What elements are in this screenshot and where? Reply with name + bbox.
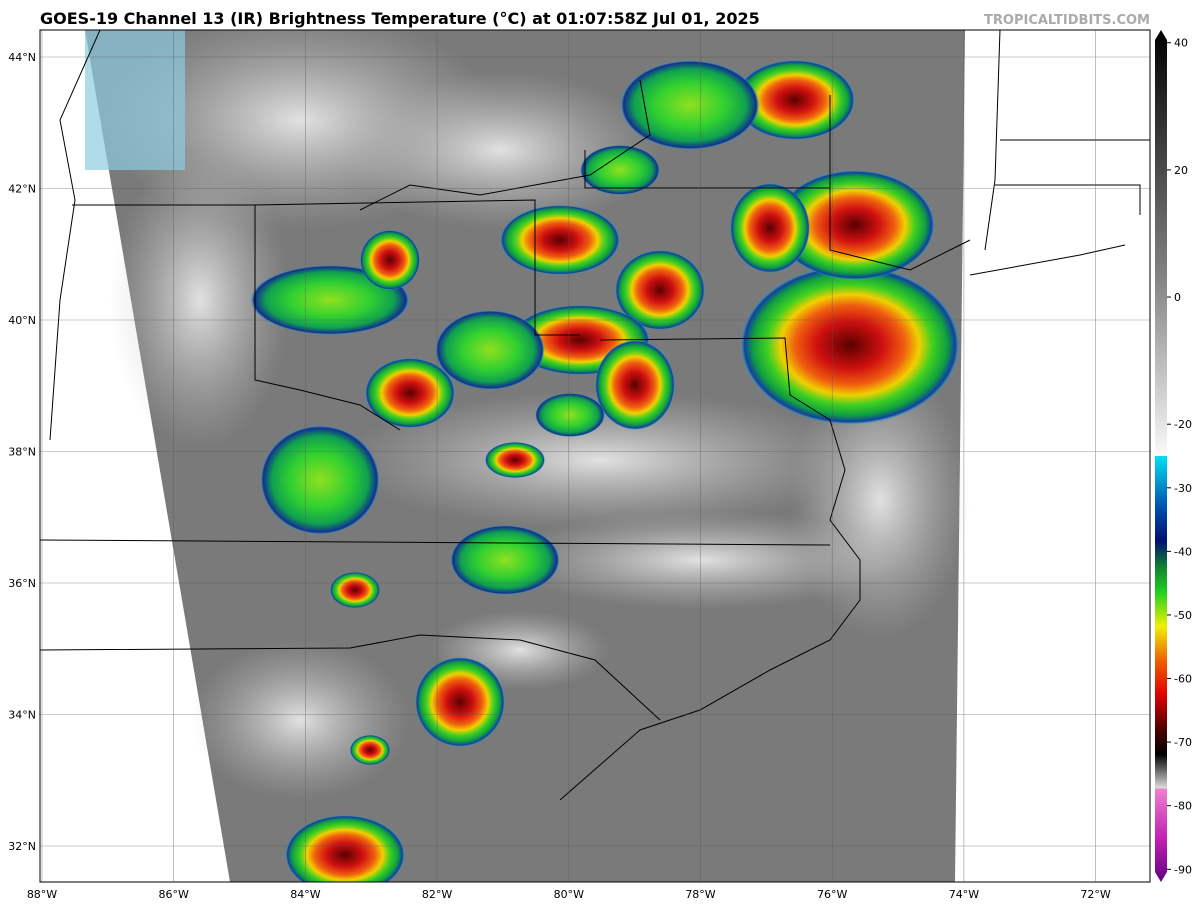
colorbar-tick-label: 40	[1174, 37, 1188, 50]
colorbar	[1155, 30, 1167, 882]
lat-label: 42°N	[8, 183, 36, 196]
lat-label: 32°N	[8, 840, 36, 853]
source: TROPICALTIDBITS.COM	[984, 13, 1150, 28]
colorbar-tick-label: 20	[1174, 164, 1188, 177]
imagery	[40, 30, 1150, 882]
lon-label: 80°W	[554, 888, 584, 901]
map-frame	[39, 29, 1151, 883]
lat-label: 36°N	[8, 577, 36, 590]
lon-label: 72°W	[1080, 888, 1110, 901]
colorbar-tick-label: -30	[1174, 482, 1192, 495]
colorbar-tick-label: -70	[1174, 736, 1192, 749]
colorbar-tick-label: -50	[1174, 609, 1192, 622]
lon-label: 78°W	[685, 888, 715, 901]
title: GOES-19 Channel 13 (IR) Brightness Tempe…	[40, 9, 760, 28]
colorbar-tick-label: -80	[1174, 800, 1192, 813]
lon-label: 74°W	[949, 888, 979, 901]
lon-label: 84°W	[290, 888, 320, 901]
colorbar-tick-label: -20	[1174, 418, 1192, 431]
lon-label: 82°W	[422, 888, 452, 901]
lat-label: 34°N	[8, 709, 36, 722]
colorbar-tick-label: -90	[1174, 863, 1192, 876]
lon-label: 76°W	[817, 888, 847, 901]
colorbar-tick-label: -40	[1174, 545, 1192, 558]
colorbar-tick-label: -60	[1174, 673, 1192, 686]
lon-label: 88°W	[27, 888, 57, 901]
lat-label: 40°N	[8, 314, 36, 327]
lat-label: 44°N	[8, 51, 36, 64]
colorbar-tick-label: 0	[1174, 291, 1181, 304]
lat-label: 38°N	[8, 446, 36, 459]
lon-label: 86°W	[159, 888, 189, 901]
